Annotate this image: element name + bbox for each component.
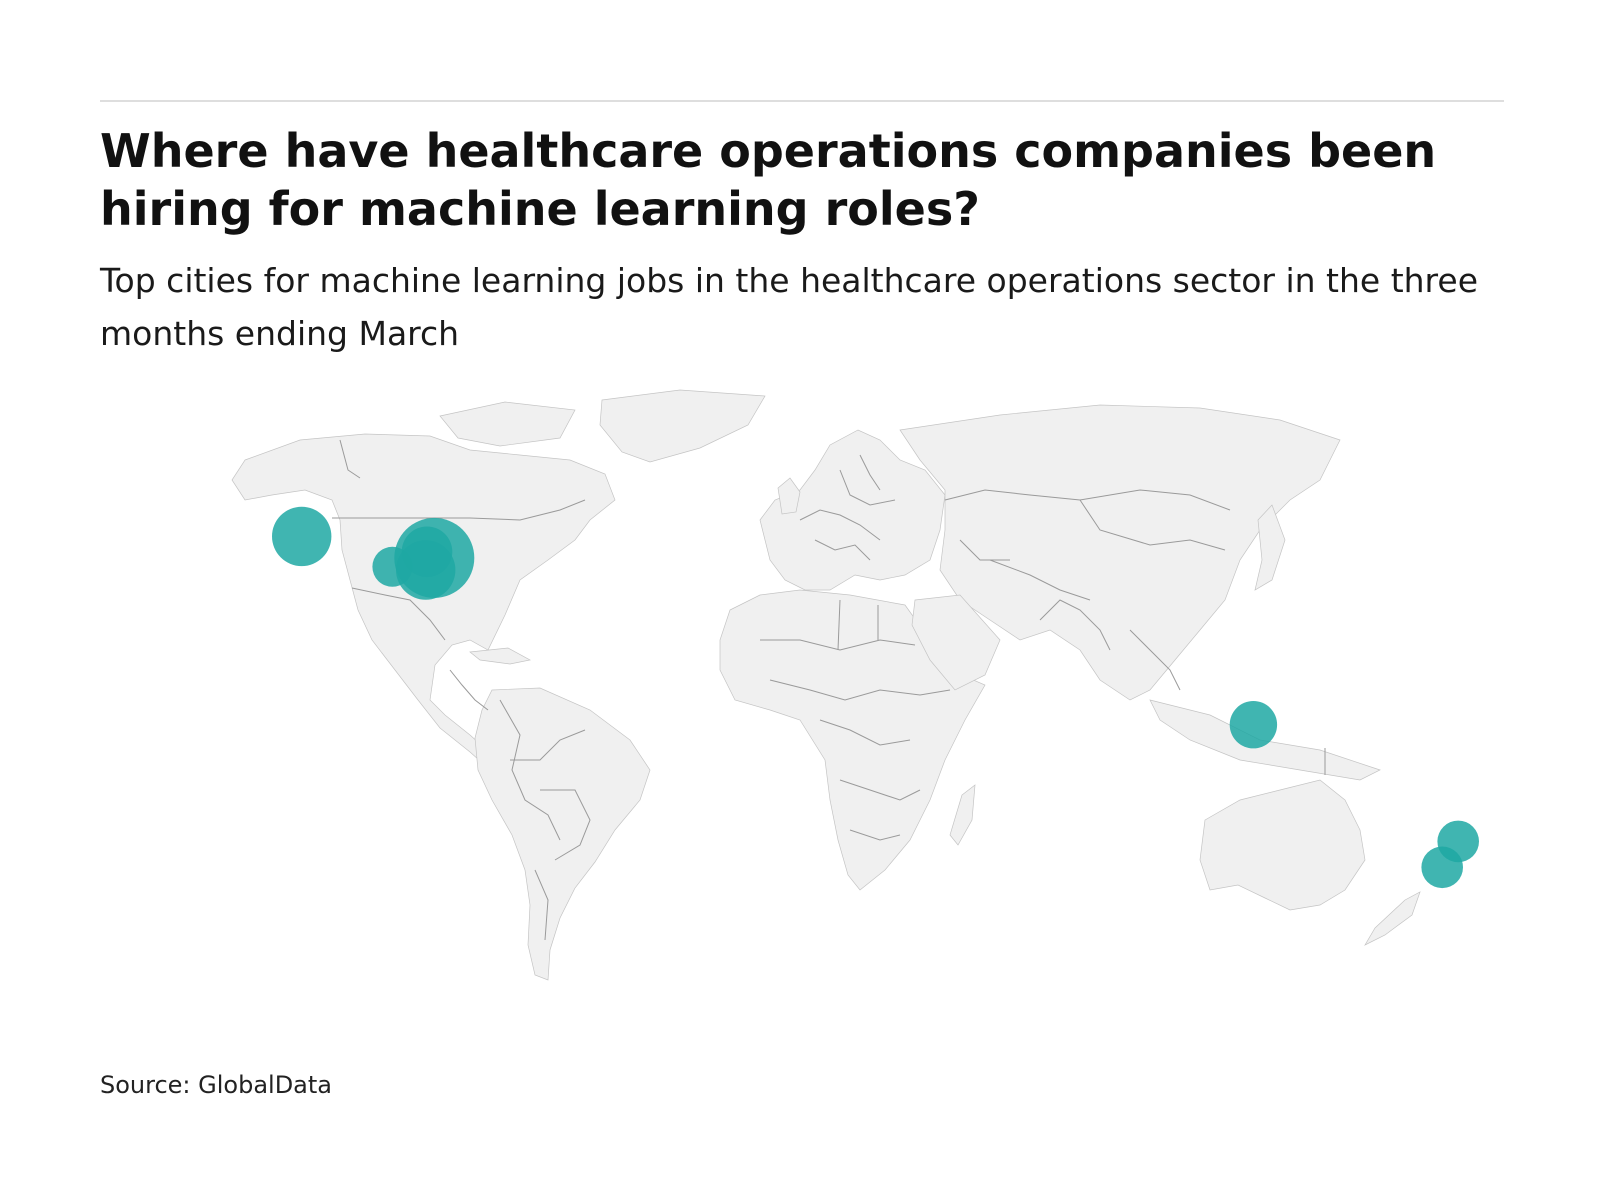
europe (759, 429, 946, 591)
arctic-islands (439, 401, 576, 447)
country-borders (332, 439, 1326, 941)
top-divider (100, 100, 1504, 102)
south-america (474, 687, 651, 981)
chart-title: Where have healthcare operations compani… (100, 124, 1437, 236)
arabia (911, 594, 1001, 691)
chart-subtitle: Top cities for machine learning jobs in … (100, 261, 1479, 353)
australia (1199, 779, 1366, 911)
city-bubble-1 (272, 506, 332, 567)
north-america (231, 433, 616, 769)
new-zealand (1364, 891, 1421, 946)
city-bubble-5 (372, 546, 413, 587)
city-bubble-4 (396, 540, 456, 600)
asia (899, 404, 1341, 701)
world-map (231, 389, 1479, 981)
greenland (599, 389, 766, 463)
madagascar (949, 784, 976, 846)
japan (1254, 504, 1286, 591)
city-bubble-6 (1229, 701, 1278, 749)
landmasses (231, 389, 1421, 981)
uk (777, 477, 801, 515)
caribbean (469, 647, 532, 665)
africa (719, 589, 986, 891)
city-bubble-8 (1421, 846, 1463, 889)
source-note: Source: GlobalData (100, 1071, 333, 1099)
city-bubbles (272, 506, 1479, 889)
